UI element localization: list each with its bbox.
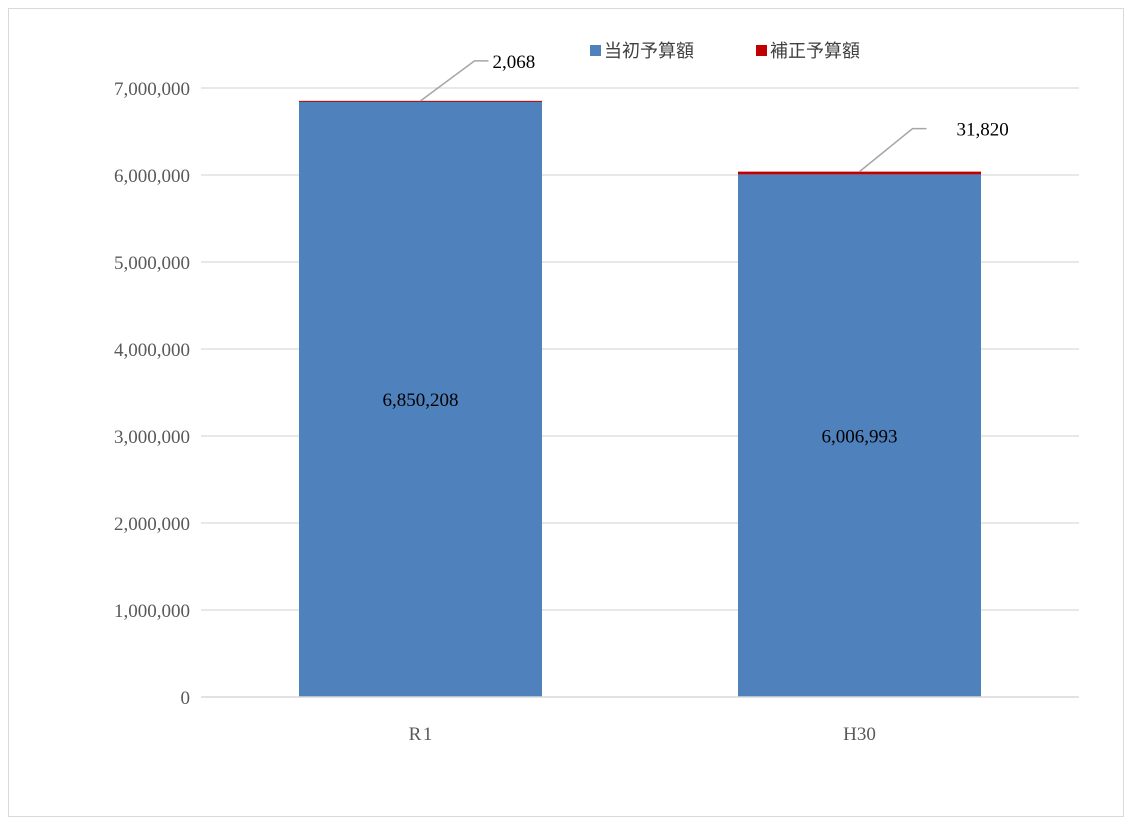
y-tick-label: 1,000,000 [114, 601, 190, 622]
legend-swatch-supplementary-budget [756, 45, 767, 56]
legend-swatch-initial-budget [590, 45, 601, 56]
legend: 当初予算額 補正予算額 [590, 41, 860, 62]
x-tick-label: R 1 [409, 724, 433, 745]
bar-initial-budget [299, 101, 542, 697]
callout-leader-line [420, 60, 489, 102]
y-tick-label: 0 [181, 688, 191, 709]
y-tick-label: 7,000,000 [114, 79, 190, 100]
y-tick-label: 2,000,000 [114, 514, 190, 535]
data-labels: 6,850,208 2,068 6,006,993 31,820 [383, 52, 1009, 448]
bar-supplementary-budget [299, 100, 542, 102]
y-axis-tick-labels: 0 1,000,000 2,000,000 3,000,000 4,000,000 5,0… [114, 79, 190, 709]
stacked-bar-chart: 0 1,000,000 2,000,000 3,000,000 4,000,000 5,0… [114, 41, 1079, 745]
data-label-supplementary-budget: 31,820 [957, 120, 1009, 141]
y-tick-label: 4,000,000 [114, 340, 190, 361]
callout-leader-line [859, 127, 927, 173]
data-label-initial-budget: 6,850,208 [383, 390, 459, 411]
y-tick-label: 6,000,000 [114, 166, 190, 187]
x-axis-tick-labels: R 1 H30 [409, 724, 876, 745]
chart-area: 0 1,000,000 2,000,000 3,000,000 4,000,000 5,0… [8, 8, 1124, 817]
legend-label-initial-budget: 当初予算額 [604, 41, 694, 62]
x-tick-label: H30 [843, 724, 876, 745]
bar-initial-budget [738, 174, 981, 697]
y-tick-label: 5,000,000 [114, 253, 190, 274]
bar-supplementary-budget [738, 171, 981, 175]
legend-label-supplementary-budget: 補正予算額 [770, 41, 860, 62]
bars [299, 100, 981, 697]
data-label-supplementary-budget: 2,068 [493, 52, 536, 73]
y-tick-label: 3,000,000 [114, 427, 190, 448]
data-label-initial-budget: 6,006,993 [822, 427, 898, 448]
